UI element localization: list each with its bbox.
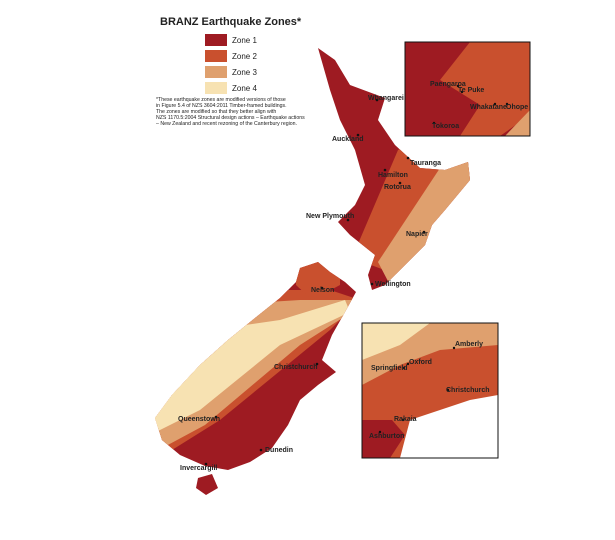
city-labels: Whangarei Auckland Tauranga Hamilton Rot… [178, 95, 441, 472]
legend: Zone 1 Zone 2 Zone 3 Zone 4 [205, 34, 257, 94]
city-label: Rotorua [384, 184, 411, 191]
inset-canterbury: Amberly Oxford Springfield Christchurch … [361, 322, 499, 459]
legend-swatch [205, 66, 227, 78]
city-label: Hamilton [378, 172, 408, 179]
legend-label: Zone 4 [232, 84, 257, 93]
city-label: Ohope [506, 104, 528, 111]
city-label: Te Puke [458, 87, 484, 94]
city-label: Dunedin [265, 447, 293, 454]
inset-bay-of-plenty: Paengaroa Te Puke Whakatane Ohope Tokoro… [404, 41, 531, 137]
south-island [155, 262, 356, 495]
note-line: in Figure 5.4 of NZS 3604:2011 Timber-fr… [156, 103, 287, 109]
city-label: Nelson [311, 287, 334, 294]
legend-swatch [205, 82, 227, 94]
city-label: New Plymouth [306, 213, 354, 220]
legend-swatch [205, 50, 227, 62]
city-label: Tauranga [410, 160, 441, 167]
legend-label: Zone 3 [232, 68, 257, 77]
note-line: The zones are modified so that they bett… [156, 109, 276, 115]
legend-label: Zone 2 [232, 52, 257, 61]
legend-label: Zone 1 [232, 36, 257, 45]
city-label: Amberly [455, 341, 483, 348]
note-line: *These earthquake zones are modified ver… [156, 97, 286, 103]
note-line: NZS 1170.5:2004 Structural design action… [156, 115, 305, 121]
city-label: Christchurch [274, 364, 318, 371]
city-label: Auckland [332, 136, 364, 143]
note: *These earthquake zones are modified ver… [156, 97, 305, 127]
city-label: Springfield [371, 365, 408, 372]
note-line: – New Zealand and recent rezoning of the… [156, 121, 297, 127]
city-label: Whakatane [470, 104, 507, 111]
city-label: Queenstown [178, 416, 220, 423]
city-label: Ashburton [369, 433, 404, 440]
city-label: Christchurch [446, 387, 490, 394]
legend-swatch [205, 34, 227, 46]
city-label: Oxford [409, 359, 432, 366]
city-label: Rakaia [394, 416, 417, 423]
city-label: Invercargill [180, 465, 217, 472]
city-label: Napier [406, 231, 428, 238]
city-label: Whangarei [368, 95, 404, 102]
city-label: Paengaroa [430, 81, 466, 88]
title: BRANZ Earthquake Zones* [160, 16, 302, 28]
city-label: Wellington [375, 281, 411, 288]
city-label: Tokoroa [432, 123, 459, 130]
